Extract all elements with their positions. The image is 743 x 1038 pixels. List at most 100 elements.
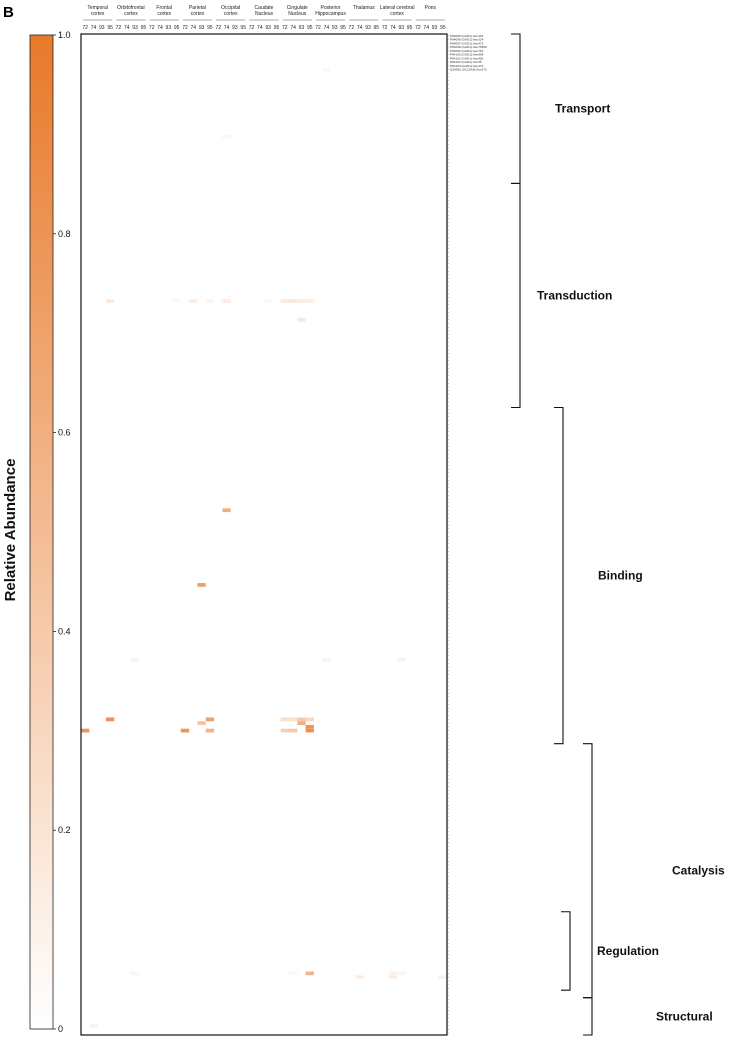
heatmap-cell	[305, 971, 314, 976]
age-tick-label: 93	[332, 25, 338, 31]
colorbar-ticks: 1.0 0.8 0.6 0.4 0.2 0	[53, 30, 71, 1034]
colorbar-label: Relative Abundance	[2, 459, 19, 602]
heatmap-cell	[280, 717, 289, 722]
colorbar-tick-label: 0.6	[58, 428, 71, 438]
region-header: Occipital	[221, 5, 240, 11]
heatmap-cell	[189, 299, 198, 303]
heatmap-cell	[388, 975, 398, 979]
age-tick-label: 72	[116, 25, 122, 31]
colorbar-tick-label: 1.0	[58, 30, 71, 40]
region-header: cortex	[157, 11, 171, 17]
age-tick-label: 93	[432, 25, 438, 31]
heatmap-cell	[397, 971, 406, 976]
region-headers: TemporalcortexOrbitofrontalcortexFrontal…	[83, 5, 445, 21]
category-label: Regulation	[597, 944, 659, 958]
heatmap-cell	[288, 717, 298, 722]
heatmap-cell	[89, 1023, 98, 1028]
region-header: cortex	[191, 11, 205, 17]
category-bracket	[583, 997, 593, 1036]
heatmap-cell	[180, 728, 190, 733]
panel-letter: B	[3, 4, 14, 21]
heatmap-cell	[305, 724, 314, 729]
region-header: Thalamus	[353, 5, 375, 11]
heatmap-cell	[222, 299, 231, 303]
age-tick-label: 93	[166, 25, 172, 31]
age-tick-label: 95	[340, 25, 346, 31]
age-tick-label: 74	[324, 25, 330, 31]
heatmap-cell	[288, 299, 298, 303]
age-tick-label: 72	[382, 25, 388, 31]
heatmap-cell	[280, 728, 289, 733]
age-ticks: 72 74 93 95 72 74 93 95 72 74 93 95 72 74 93 95 72 74 93 95…	[82, 25, 445, 31]
row-label: P84103 (GAD1):Asn473	[450, 64, 484, 68]
heatmap-cell	[297, 317, 306, 322]
age-tick-label: 72	[182, 25, 188, 31]
row-label: P84096 (GAD1):Asn324	[450, 38, 484, 42]
colorbar-tick-label: 0.2	[58, 825, 71, 835]
region-header: Lateral cerebral	[380, 5, 415, 11]
age-tick-label: 93	[132, 25, 138, 31]
age-tick-label: 74	[357, 25, 363, 31]
category-label: Transduction	[537, 288, 612, 302]
heatmap-cell	[105, 717, 115, 722]
region-header: Caudate	[255, 5, 274, 11]
heatmap-cell	[297, 721, 306, 725]
region-header: Temporal	[87, 5, 108, 11]
age-tick-label: 95	[240, 25, 246, 31]
region-header: Hippocampus	[315, 11, 346, 17]
age-tick-label: 93	[365, 25, 371, 31]
heatmap-cell	[81, 728, 90, 733]
heatmap-cell	[438, 975, 447, 979]
heatmap-cell	[388, 971, 398, 976]
region-header: cortex	[390, 11, 404, 17]
age-tick-label: 72	[82, 25, 88, 31]
category-brackets: Transport Transduction Binding Catalysis Reg…	[511, 33, 725, 1036]
age-tick-label: 72	[215, 25, 221, 31]
age-tick-label: 95	[307, 25, 313, 31]
age-tick-label: 93	[99, 25, 105, 31]
category-bracket	[554, 406, 564, 745]
age-tick-label: 74	[124, 25, 130, 31]
category-bracket	[511, 182, 521, 409]
row-label: Q18081 (SLC6A5):Asn272	[450, 68, 487, 72]
row-label: P84098 (GAD1):Asn75950	[450, 45, 487, 49]
age-tick-label: 93	[299, 25, 305, 31]
heatmap-cell	[288, 728, 298, 733]
age-tick-label: 74	[91, 25, 97, 31]
age-tick-label: 74	[390, 25, 396, 31]
age-tick-label: 95	[207, 25, 213, 31]
heatmap-cell	[305, 717, 314, 722]
colorbar-tick-label: 0.8	[58, 229, 71, 239]
heatmap-cell	[222, 508, 231, 513]
row-label: P84102 (GAD1):Asn55	[450, 60, 482, 64]
heatmap-cell	[264, 299, 273, 303]
age-tick-label: 74	[191, 25, 197, 31]
age-tick-label: 95	[440, 25, 446, 31]
heatmap-cell	[288, 971, 298, 976]
region-header: Posterior	[321, 5, 341, 11]
heatmap-cell	[197, 583, 206, 587]
region-header: cortex	[124, 11, 138, 17]
age-tick-label: 72	[349, 25, 355, 31]
age-tick-label: 93	[232, 25, 238, 31]
age-tick-label: 74	[257, 25, 263, 31]
heatmap-cell	[280, 299, 289, 303]
row-label: P84095 (GAD1):Asn491	[450, 34, 484, 38]
heatmap-cell	[355, 975, 364, 979]
heatmap-cell	[197, 721, 206, 725]
age-tick-label: 72	[415, 25, 421, 31]
heatmap-cell	[322, 657, 331, 662]
heatmap-cell	[305, 299, 314, 303]
heatmap-cell	[130, 657, 140, 662]
region-header: Pons	[425, 5, 437, 11]
heatmap-frame	[80, 33, 448, 1036]
row-label: P84099 (GAD1):Asn761	[450, 49, 484, 53]
category-bracket	[511, 33, 521, 184]
age-tick-label: 93	[265, 25, 271, 31]
region-header: cortex	[91, 11, 105, 17]
age-tick-label: 74	[224, 25, 230, 31]
region-header: Frontal	[156, 5, 172, 11]
heatmap-cell	[172, 299, 181, 303]
category-bracket	[583, 743, 593, 999]
region-header: Orbitofrontal	[117, 5, 145, 11]
